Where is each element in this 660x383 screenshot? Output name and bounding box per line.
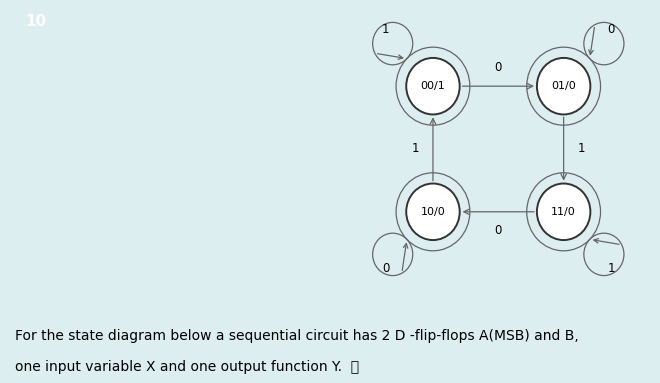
Text: 1: 1 — [578, 142, 585, 155]
Circle shape — [407, 183, 460, 240]
Text: 1: 1 — [607, 262, 615, 275]
Circle shape — [537, 58, 590, 115]
Text: 10: 10 — [26, 13, 47, 29]
Text: one input variable X and one output function Y.  🔊: one input variable X and one output func… — [15, 360, 358, 374]
Text: 10/0: 10/0 — [420, 207, 446, 217]
Text: 01/0: 01/0 — [551, 81, 576, 91]
Text: 1: 1 — [411, 142, 419, 155]
Circle shape — [407, 58, 460, 115]
Text: 0: 0 — [494, 224, 502, 237]
Text: 1: 1 — [381, 23, 389, 36]
Text: 0: 0 — [494, 61, 502, 74]
Circle shape — [537, 183, 590, 240]
Text: For the state diagram below a sequential circuit has 2 D -flip-flops A(MSB) and : For the state diagram below a sequential… — [15, 329, 578, 343]
Text: 0: 0 — [381, 262, 389, 275]
Text: 00/1: 00/1 — [420, 81, 446, 91]
Text: 0: 0 — [607, 23, 615, 36]
Text: 11/0: 11/0 — [551, 207, 576, 217]
